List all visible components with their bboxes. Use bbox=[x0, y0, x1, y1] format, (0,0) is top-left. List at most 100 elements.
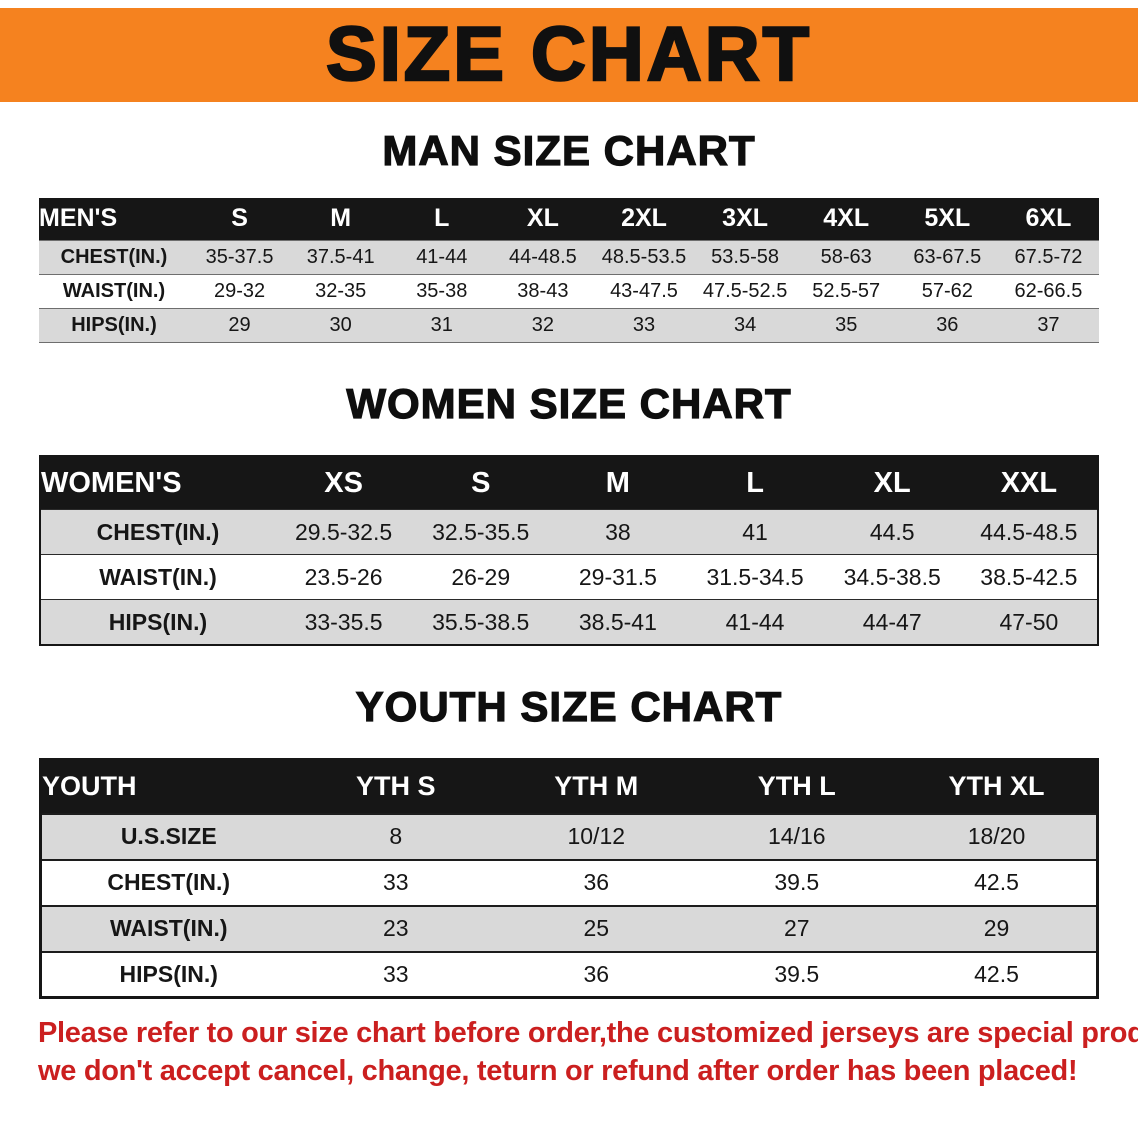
youth-size-value: 42.5 bbox=[897, 858, 1098, 906]
men-size-value: 31 bbox=[391, 307, 493, 343]
men-size-column-header: S bbox=[189, 198, 291, 241]
women-size-column-header: L bbox=[686, 455, 824, 510]
youth-size-table: YOUTH YTH S YTH M YTH L YTH XL U.S.SIZE 8 10/12… bbox=[39, 758, 1099, 1000]
men-size-value: 35-38 bbox=[391, 273, 493, 309]
men-size-value: 33 bbox=[593, 307, 695, 343]
women-size-value: 44.5-48.5 bbox=[960, 509, 1098, 555]
women-size-value: 41 bbox=[686, 509, 824, 555]
youth-row-label: U.S.SIZE bbox=[40, 812, 296, 860]
women-size-column-header: XXL bbox=[960, 455, 1098, 510]
men-size-value: 38-43 bbox=[492, 273, 594, 309]
men-size-column-header: 6XL bbox=[997, 198, 1099, 241]
men-size-value: 58-63 bbox=[795, 239, 897, 275]
men-size-column-header: 3XL bbox=[694, 198, 796, 241]
section-women: WOMEN SIZE CHART WOMEN'S XS S M L XL XXL CHEST(I… bbox=[0, 379, 1138, 646]
men-size-value: 48.5-53.5 bbox=[593, 239, 695, 275]
men-row-label: WAIST(IN.) bbox=[39, 273, 189, 309]
men-header-row: MEN'S S M L XL 2XL 3XL 4XL 5XL 6XL bbox=[39, 198, 1099, 241]
men-size-value: 32-35 bbox=[290, 273, 392, 309]
youth-header-row: YOUTH YTH S YTH M YTH L YTH XL bbox=[40, 759, 1098, 814]
youth-size-value: 14/16 bbox=[696, 812, 897, 860]
youth-size-value: 10/12 bbox=[496, 812, 697, 860]
youth-measurement-row: U.S.SIZE 8 10/12 14/16 18/20 bbox=[40, 812, 1098, 860]
women-size-table: WOMEN'S XS S M L XL XXL CHEST(IN.) 29.5-32.5 32.5… bbox=[39, 454, 1099, 646]
youth-size-value: 33 bbox=[295, 858, 496, 906]
men-row-label: CHEST(IN.) bbox=[39, 239, 189, 275]
men-size-value: 35 bbox=[795, 307, 897, 343]
men-size-value: 35-37.5 bbox=[189, 239, 291, 275]
youth-row-label: WAIST(IN.) bbox=[40, 904, 296, 952]
men-size-column-header: 5XL bbox=[896, 198, 998, 241]
women-size-column-header: M bbox=[549, 455, 687, 510]
women-size-value: 35.5-38.5 bbox=[412, 599, 550, 645]
men-heading: MAN SIZE CHART bbox=[382, 127, 756, 175]
men-size-value: 36 bbox=[896, 307, 998, 343]
men-size-column-header: L bbox=[391, 198, 493, 241]
disclaimer-line-1: Please refer to our size chart before or… bbox=[38, 1017, 1138, 1050]
women-measurement-row: HIPS(IN.) 33-35.5 35.5-38.5 38.5-41 41-44 44-… bbox=[40, 599, 1098, 645]
men-size-value: 43-47.5 bbox=[593, 273, 695, 309]
women-size-value: 31.5-34.5 bbox=[686, 554, 824, 600]
youth-size-value: 25 bbox=[496, 904, 697, 952]
women-size-value: 32.5-35.5 bbox=[412, 509, 550, 555]
page-title: SIZE CHART bbox=[325, 12, 812, 97]
youth-table-title: YOUTH bbox=[40, 759, 296, 814]
men-size-value: 63-67.5 bbox=[896, 239, 998, 275]
disclaimer: Please refer to our size chart before or… bbox=[38, 1015, 1138, 1090]
women-size-value: 38.5-41 bbox=[549, 599, 687, 645]
men-size-value: 37.5-41 bbox=[290, 239, 392, 275]
men-size-value: 41-44 bbox=[391, 239, 493, 275]
youth-size-value: 18/20 bbox=[897, 812, 1098, 860]
women-size-value: 44-47 bbox=[823, 599, 961, 645]
men-size-value: 29 bbox=[189, 307, 291, 343]
men-size-value: 29-32 bbox=[189, 273, 291, 309]
women-row-label: CHEST(IN.) bbox=[40, 509, 275, 555]
women-size-value: 23.5-26 bbox=[275, 554, 413, 600]
men-size-value: 47.5-52.5 bbox=[694, 273, 796, 309]
men-measurement-row: CHEST(IN.) 35-37.5 37.5-41 41-44 44-48.5 48.5… bbox=[39, 239, 1099, 275]
men-size-value: 37 bbox=[997, 307, 1099, 343]
women-header-row: WOMEN'S XS S M L XL XXL bbox=[40, 455, 1098, 510]
youth-size-value: 23 bbox=[295, 904, 496, 952]
women-measurement-row: CHEST(IN.) 29.5-32.5 32.5-35.5 38 41 44.5 44.5… bbox=[40, 509, 1098, 555]
women-size-column-header: S bbox=[412, 455, 550, 510]
youth-measurement-row: HIPS(IN.) 33 36 39.5 42.5 bbox=[40, 950, 1098, 998]
women-row-label: HIPS(IN.) bbox=[40, 599, 275, 645]
youth-size-value: 27 bbox=[696, 904, 897, 952]
men-measurement-row: HIPS(IN.) 29 30 31 32 33 34 35 36 37 bbox=[39, 307, 1099, 343]
youth-size-column-header: YTH L bbox=[696, 759, 897, 814]
women-size-value: 34.5-38.5 bbox=[823, 554, 961, 600]
youth-row-label: CHEST(IN.) bbox=[40, 858, 296, 906]
youth-size-value: 39.5 bbox=[696, 950, 897, 998]
men-size-value: 34 bbox=[694, 307, 796, 343]
men-size-column-header: 2XL bbox=[593, 198, 695, 241]
women-table-title: WOMEN'S bbox=[40, 455, 275, 510]
youth-size-value: 8 bbox=[295, 812, 496, 860]
men-size-value: 32 bbox=[492, 307, 594, 343]
youth-size-value: 39.5 bbox=[696, 858, 897, 906]
section-youth: YOUTH SIZE CHART YOUTH YTH S YTH M YTH L YTH … bbox=[0, 682, 1138, 1000]
disclaimer-line-2: we don't accept cancel, change, teturn o… bbox=[38, 1054, 1078, 1087]
youth-size-column-header: YTH S bbox=[295, 759, 496, 814]
men-size-column-header: M bbox=[290, 198, 392, 241]
men-table-title: MEN'S bbox=[39, 198, 189, 241]
women-size-column-header: XS bbox=[275, 455, 413, 510]
women-size-value: 38.5-42.5 bbox=[960, 554, 1098, 600]
women-heading: WOMEN SIZE CHART bbox=[346, 379, 792, 427]
women-size-value: 26-29 bbox=[412, 554, 550, 600]
men-size-value: 30 bbox=[290, 307, 392, 343]
women-size-value: 38 bbox=[549, 509, 687, 555]
youth-size-column-header: YTH M bbox=[496, 759, 697, 814]
youth-heading: YOUTH SIZE CHART bbox=[355, 682, 783, 731]
men-size-value: 57-62 bbox=[896, 273, 998, 309]
men-size-column-header: 4XL bbox=[795, 198, 897, 241]
men-row-label: HIPS(IN.) bbox=[39, 307, 189, 343]
youth-measurement-row: WAIST(IN.) 23 25 27 29 bbox=[40, 904, 1098, 952]
women-size-value: 33-35.5 bbox=[275, 599, 413, 645]
youth-size-value: 33 bbox=[295, 950, 496, 998]
men-size-table: MEN'S S M L XL 2XL 3XL 4XL 5XL 6XL CHEST(IN.) 35-37… bbox=[39, 198, 1099, 343]
men-size-column-header: XL bbox=[492, 198, 594, 241]
women-size-value: 29-31.5 bbox=[549, 554, 687, 600]
men-size-value: 52.5-57 bbox=[795, 273, 897, 309]
youth-size-value: 36 bbox=[496, 950, 697, 998]
